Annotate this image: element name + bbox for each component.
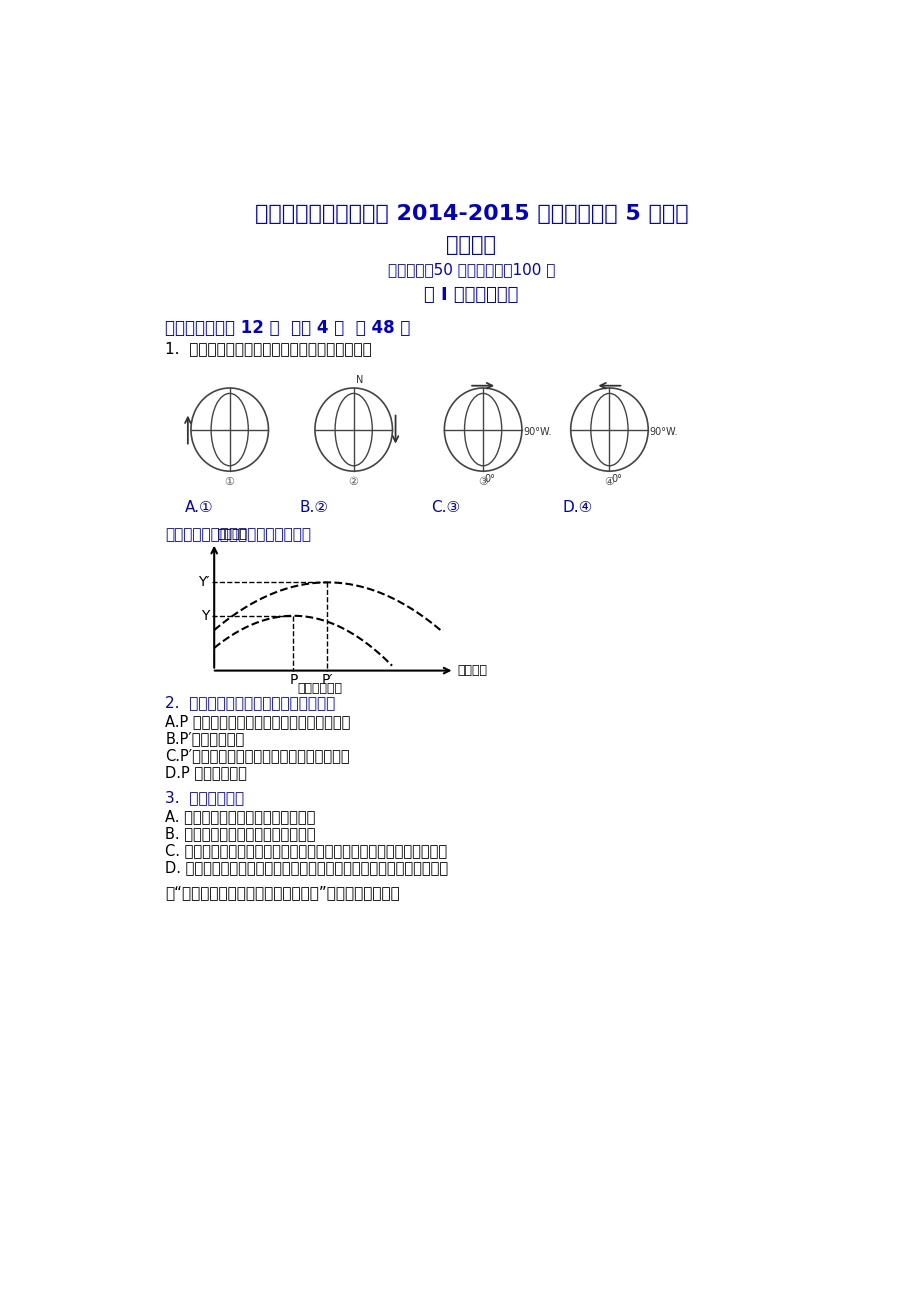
Text: D. 当人口水平高于最佳人口规模时，人口的增长将导致生活质量的下降: D. 当人口水平高于最佳人口规模时，人口的增长将导致生活质量的下降 bbox=[165, 861, 448, 875]
Text: 0°: 0° bbox=[610, 474, 621, 484]
Text: A. 人口规模与生活质量呈正相关关系: A. 人口规模与生活质量呈正相关关系 bbox=[165, 810, 315, 824]
Text: B.②: B.② bbox=[299, 500, 328, 516]
Text: 2.  关于图中人口规模的叙述正确的是：: 2. 关于图中人口规模的叙述正确的是： bbox=[165, 695, 335, 710]
Text: 90°W.: 90°W. bbox=[649, 427, 677, 437]
Text: 人口规模: 人口规模 bbox=[457, 664, 487, 677]
Text: 1.  下列四幅图中，能正确表示地球自转方向的是: 1. 下列四幅图中，能正确表示地球自转方向的是 bbox=[165, 341, 371, 355]
Text: D.④: D.④ bbox=[562, 500, 593, 516]
Text: N: N bbox=[356, 375, 363, 385]
Text: 考试时间：50 分钟；满分：100 分: 考试时间：50 分钟；满分：100 分 bbox=[388, 263, 554, 277]
Text: D.P 为环境承载力: D.P 为环境承载力 bbox=[165, 766, 247, 780]
Text: C.③: C.③ bbox=[431, 500, 460, 516]
Text: 四川省大竹县文星中学 2014-2015 学年高一下期 5 月月考: 四川省大竹县文星中学 2014-2015 学年高一下期 5 月月考 bbox=[255, 204, 687, 224]
Text: B.P′为环境承载力: B.P′为环境承载力 bbox=[165, 732, 244, 746]
Ellipse shape bbox=[444, 388, 521, 471]
Ellipse shape bbox=[314, 388, 392, 471]
Text: 90°W.: 90°W. bbox=[523, 427, 551, 437]
Text: C.P′为较高生产力水平条件下的环境人口容量: C.P′为较高生产力水平条件下的环境人口容量 bbox=[165, 749, 349, 763]
Text: P: P bbox=[289, 673, 297, 687]
Text: 最佳人口规模: 最佳人口规模 bbox=[297, 682, 342, 695]
Text: ④: ④ bbox=[604, 478, 614, 487]
Text: Y′: Y′ bbox=[198, 575, 210, 590]
Text: 地理试题: 地理试题 bbox=[446, 234, 496, 255]
Text: 3.  图中反映了：: 3. 图中反映了： bbox=[165, 790, 244, 805]
Text: ①: ① bbox=[224, 478, 234, 487]
Ellipse shape bbox=[570, 388, 648, 471]
Text: 读最佳人口规模示意图，回答下题。: 读最佳人口规模示意图，回答下题。 bbox=[165, 527, 311, 543]
Text: C. 当人口水平低于最佳人口规模时，人口的增长和生活质量的提高无关: C. 当人口水平低于最佳人口规模时，人口的增长和生活质量的提高无关 bbox=[165, 844, 447, 858]
Text: 生活质量: 生活质量 bbox=[217, 529, 247, 542]
Text: B. 人口规模与生活质量呈负相关关系: B. 人口规模与生活质量呈负相关关系 bbox=[165, 827, 315, 841]
Text: 读“楼层高度与市中心距离关系示意图”，据此回答下题：: 读“楼层高度与市中心距离关系示意图”，据此回答下题： bbox=[165, 884, 400, 900]
Text: 第 I 卷（选择题）: 第 I 卷（选择题） bbox=[424, 285, 518, 303]
Text: P′: P′ bbox=[322, 673, 333, 687]
Text: ②: ② bbox=[348, 478, 358, 487]
Text: 一、单选题：共 12 题  每题 4 分  共 48 分: 一、单选题：共 12 题 每题 4 分 共 48 分 bbox=[165, 319, 410, 337]
Text: Y: Y bbox=[201, 609, 210, 622]
Text: A.P 为较低生产力水平条件下的合理人口容量: A.P 为较低生产力水平条件下的合理人口容量 bbox=[165, 715, 350, 729]
Text: A.①: A.① bbox=[185, 500, 213, 516]
Text: 0°: 0° bbox=[484, 474, 495, 484]
Ellipse shape bbox=[191, 388, 268, 471]
Text: ③: ③ bbox=[478, 478, 488, 487]
